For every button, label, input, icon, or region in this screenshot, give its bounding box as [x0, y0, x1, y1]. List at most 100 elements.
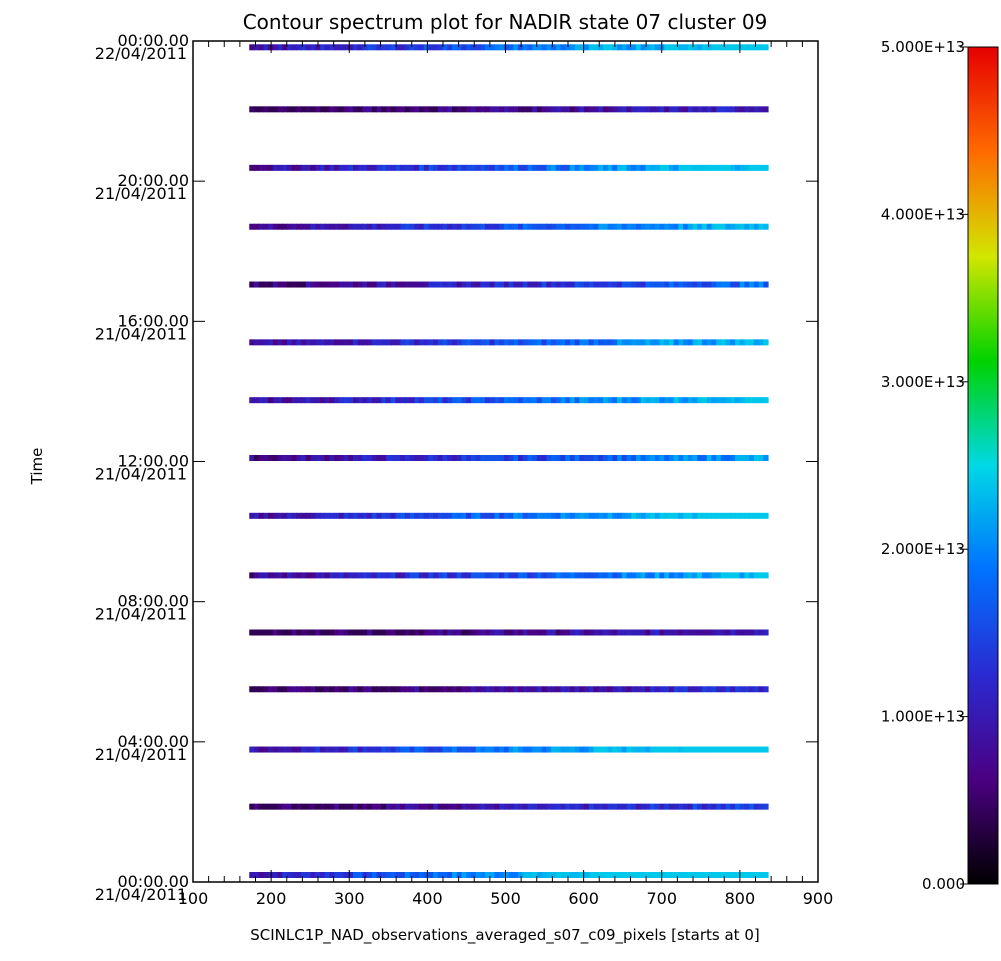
pixel-cell — [617, 164, 623, 171]
pixel-cell — [621, 871, 628, 878]
pixel-cell — [744, 106, 750, 113]
pixel-cell — [551, 106, 557, 113]
pixel-cell — [701, 106, 708, 113]
pixel-cell — [720, 44, 727, 51]
pixel-cell — [654, 454, 661, 461]
pixel-cell — [404, 686, 411, 693]
pixel-cell — [452, 572, 458, 579]
colorbar-tick-label: 2.000E+13 — [881, 540, 965, 558]
pixel-cell — [400, 454, 406, 461]
pixel-cell — [485, 686, 491, 693]
pixel-cell — [697, 339, 703, 346]
pixel-cell — [555, 281, 562, 288]
pixel-cell — [386, 686, 392, 693]
pixel-cell — [697, 223, 703, 230]
pixel-cell — [631, 281, 637, 288]
pixel-cell — [664, 223, 670, 230]
pixel-cell — [249, 686, 255, 693]
pixel-cell — [357, 686, 364, 693]
pixel-cell — [282, 871, 288, 878]
pixel-cell — [353, 512, 359, 519]
pixel-cell — [475, 339, 481, 346]
pixel-cell — [277, 164, 283, 171]
pixel-cell — [716, 871, 722, 878]
pixel-cell — [329, 572, 335, 579]
pixel-cell — [419, 106, 425, 113]
pixel-cell — [720, 746, 727, 753]
pixel-cell — [357, 281, 364, 288]
pixel-cell — [249, 44, 255, 51]
pixel-cell — [470, 44, 477, 51]
pixel-cell — [485, 281, 491, 288]
pixel-cell — [687, 871, 694, 878]
pixel-cell — [461, 746, 467, 753]
pixel-cell — [692, 454, 698, 461]
pixel-cell — [296, 454, 302, 461]
pixel-cell — [565, 629, 571, 636]
pixel-cell — [692, 512, 698, 519]
pixel-cell — [494, 339, 500, 346]
pixel-cell — [584, 572, 590, 579]
pixel-cell — [716, 629, 722, 636]
pixel-cell — [282, 281, 288, 288]
pixel-cell — [376, 281, 382, 288]
pixel-cell — [617, 44, 623, 51]
pixel-cell — [291, 44, 298, 51]
pixel-cell — [763, 339, 769, 346]
pixel-cell — [744, 803, 750, 810]
pixel-cell — [334, 223, 340, 230]
pixel-cell — [626, 397, 632, 404]
pixel-cell — [291, 397, 298, 404]
pixel-cell — [348, 746, 354, 753]
pixel-cell — [522, 803, 529, 810]
pixel-cell — [692, 686, 698, 693]
pixel-cell — [574, 871, 580, 878]
pixel-cell — [522, 454, 529, 461]
pixel-cell — [584, 454, 590, 461]
pixel-cell — [753, 223, 760, 230]
x-tick-label: 700 — [646, 889, 677, 908]
pixel-cell — [442, 164, 448, 171]
pixel-cell — [376, 44, 382, 51]
pixel-cell — [541, 803, 547, 810]
pixel-cell — [376, 746, 382, 753]
pixel-cell — [607, 512, 613, 519]
pixel-cell — [494, 281, 500, 288]
pixel-cell — [291, 106, 298, 113]
pixel-cell — [716, 106, 722, 113]
pixel-cell — [362, 339, 368, 346]
pixel-cell — [381, 746, 387, 753]
pixel-cell — [282, 223, 288, 230]
pixel-cell — [518, 397, 524, 404]
pixel-cell — [376, 223, 382, 230]
pixel-cell — [593, 397, 599, 404]
pixel-cell — [338, 746, 345, 753]
pixel-cell — [560, 512, 566, 519]
pixel-cell — [720, 572, 727, 579]
pixel-cell — [371, 106, 378, 113]
pixel-cell — [513, 629, 519, 636]
pixel-cell — [480, 454, 486, 461]
pixel-cell — [353, 397, 359, 404]
pixel-cell — [475, 746, 481, 753]
pixel-cell — [602, 572, 609, 579]
pixel-cell — [518, 686, 524, 693]
pixel-cell — [744, 281, 750, 288]
pixel-cell — [338, 106, 345, 113]
pixel-cell — [485, 397, 491, 404]
pixel-cell — [329, 281, 335, 288]
pixel-cell — [263, 629, 269, 636]
pixel-cell — [551, 572, 557, 579]
pixel-cell — [631, 629, 637, 636]
pixel-cell — [503, 572, 510, 579]
pixel-cell — [338, 281, 345, 288]
pixel-cell — [376, 686, 382, 693]
pixel-cell — [753, 686, 760, 693]
pixel-cell — [593, 281, 599, 288]
pixel-cell — [277, 512, 283, 519]
pixel-cell — [626, 339, 632, 346]
pixel-cell — [395, 44, 401, 51]
pixel-cell — [329, 803, 335, 810]
pixel-cell — [692, 281, 698, 288]
pixel-cell — [593, 164, 599, 171]
